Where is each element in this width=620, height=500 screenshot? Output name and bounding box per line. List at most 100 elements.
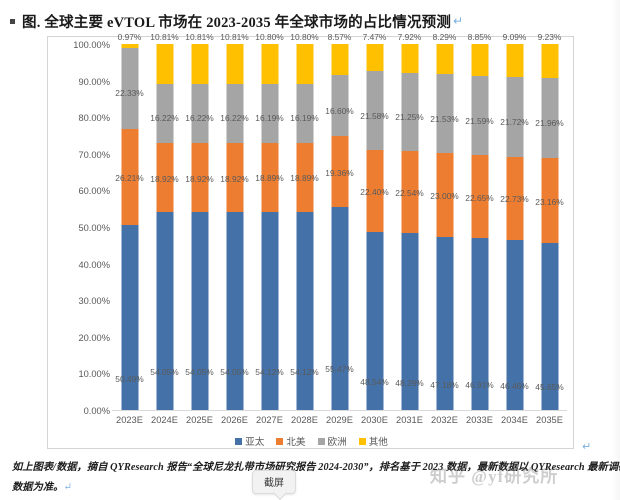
bar-segment[interactable] (331, 206, 348, 410)
bar-column[interactable]: 54.05% 18.92% 16.22% 10.81% (147, 32, 182, 410)
bar-segment[interactable] (226, 83, 243, 143)
legend-item[interactable]: 欧洲 (317, 434, 347, 448)
bar-segment[interactable] (156, 83, 173, 143)
stacked-bar[interactable] (226, 44, 243, 410)
stacked-bar[interactable] (436, 44, 453, 410)
bar-column[interactable]: 45.65% 23.16% 21.96% 9.23% (532, 32, 567, 410)
bar-segment[interactable] (191, 142, 208, 213)
bar-segment[interactable] (471, 155, 488, 239)
bar-segment[interactable] (506, 239, 523, 410)
stacked-bar[interactable] (331, 44, 348, 410)
bar-column[interactable]: 50.49% 26.21% 22.33% 0.97% (112, 32, 147, 410)
bar-segment[interactable] (366, 71, 383, 151)
bar-segment[interactable] (191, 212, 208, 410)
stacked-bar[interactable] (506, 44, 523, 410)
chart-container[interactable]: 0.00% 10.00% 20.00% 30.00% 40.00% 50.00% 60.00… (47, 32, 575, 450)
chart-plot-wrapper: 0.00% 10.00% 20.00% 30.00% 40.00% 50.00% 60.00… (48, 32, 575, 450)
bar-segment[interactable] (331, 136, 348, 207)
bar-segment[interactable] (226, 212, 243, 410)
bar-segment[interactable] (261, 83, 278, 143)
bar-segment[interactable] (366, 44, 383, 72)
bar-column[interactable]: 54.12% 18.89% 16.19% 10.80% (287, 32, 322, 410)
bar-segment[interactable] (331, 44, 348, 76)
stacked-bar[interactable] (366, 44, 383, 410)
stacked-bar[interactable] (191, 44, 208, 410)
bar-segment[interactable] (506, 77, 523, 157)
screenshot-tooltip[interactable]: 截屏 (252, 470, 296, 494)
bar-segment[interactable] (261, 211, 278, 410)
x-axis-tick: 2032E (431, 415, 458, 425)
bar-segment[interactable] (296, 83, 313, 143)
bar-segment[interactable] (296, 142, 313, 212)
bar-segment[interactable] (226, 44, 243, 84)
bar-segment[interactable] (121, 44, 138, 48)
legend-swatch-icon (235, 437, 243, 445)
stacked-bar[interactable] (471, 44, 488, 410)
bar-value-label: 22.40% (360, 187, 389, 198)
bar-column[interactable]: 48.54% 22.40% 21.58% 7.47% (357, 32, 392, 410)
legend-item[interactable]: 北美 (276, 434, 306, 448)
bar-segment[interactable] (401, 233, 418, 410)
bar-segment[interactable] (366, 150, 383, 233)
bar-segment[interactable] (506, 44, 523, 78)
y-axis-tick: 60.00% (78, 186, 110, 197)
bar-segment[interactable] (436, 237, 453, 410)
bar-segment[interactable] (541, 77, 558, 159)
stacked-bar[interactable] (261, 44, 278, 410)
bar-value-label: 10.81% (150, 32, 179, 42)
bar-segment[interactable] (541, 44, 558, 78)
bar-column[interactable]: 54.05% 18.92% 16.22% 10.81% (217, 32, 252, 410)
bar-segment[interactable] (471, 238, 488, 410)
bar-segment[interactable] (471, 44, 488, 77)
x-axis-tick: 2024E (151, 415, 178, 425)
bar-segment[interactable] (156, 142, 173, 213)
bar-column[interactable]: 48.29% 22.54% 21.25% 7.92% (392, 32, 427, 410)
bar-segment[interactable] (121, 225, 138, 410)
bar-segment[interactable] (436, 153, 453, 238)
stacked-bar[interactable] (401, 44, 418, 410)
bar-value-label: 22.33% (115, 88, 144, 99)
bar-segment[interactable] (541, 242, 558, 410)
bar-segment[interactable] (506, 156, 523, 240)
bar-segment[interactable] (191, 44, 208, 84)
y-axis-tick: 10.00% (78, 369, 110, 380)
bar-segment[interactable] (436, 74, 453, 154)
legend-item[interactable]: 亚太 (235, 434, 264, 448)
bar-segment[interactable] (191, 83, 208, 143)
bar-value-label: 21.25% (395, 111, 424, 122)
bar-segment[interactable] (296, 44, 313, 84)
bar-segment[interactable] (156, 212, 173, 410)
bar-segment[interactable] (401, 44, 418, 73)
bar-segment[interactable] (121, 47, 138, 130)
bar-segment[interactable] (401, 150, 418, 234)
y-axis-tick: 0.00% (83, 406, 110, 416)
stacked-bar[interactable] (121, 44, 138, 410)
bar-segment[interactable] (156, 44, 173, 84)
stacked-bar[interactable] (296, 44, 313, 410)
bar-segment[interactable] (436, 44, 453, 75)
bar-column[interactable]: 46.91% 22.65% 21.59% 8.85% (462, 32, 497, 410)
stacked-bar[interactable] (541, 44, 558, 410)
bar-segment[interactable] (471, 76, 488, 156)
bar-column[interactable]: 47.18% 23.00% 21.53% 8.29% (427, 32, 462, 410)
bar-column[interactable]: 54.05% 18.92% 16.22% 10.81% (182, 32, 217, 410)
plot-area: 50.49% 26.21% 22.33% 0.97% 54.05% 18.92% 16.22… (112, 32, 567, 411)
bar-segment[interactable] (261, 44, 278, 84)
stacked-bar[interactable] (156, 44, 173, 410)
bar-segment[interactable] (401, 73, 418, 151)
legend-item[interactable]: 其他 (358, 434, 388, 448)
bar-segment[interactable] (296, 211, 313, 410)
bar-segment[interactable] (226, 142, 243, 213)
bar-segment[interactable] (366, 232, 383, 410)
bar-segment[interactable] (541, 158, 558, 243)
bar-column[interactable]: 55.47% 19.36% 16.60% 8.57% (322, 32, 357, 410)
bar-column[interactable]: 46.46% 22.73% 21.72% 9.09% (497, 32, 532, 410)
bar-value-label: 9.09% (502, 32, 527, 42)
y-axis-tick: 20.00% (78, 332, 110, 343)
bar-segment[interactable] (261, 142, 278, 212)
bar-segment[interactable] (121, 129, 138, 226)
bar-value-label: 7.92% (397, 32, 422, 42)
bar-column[interactable]: 54.12% 18.89% 16.19% 10.80% (252, 32, 287, 410)
bar-segment[interactable] (331, 75, 348, 137)
